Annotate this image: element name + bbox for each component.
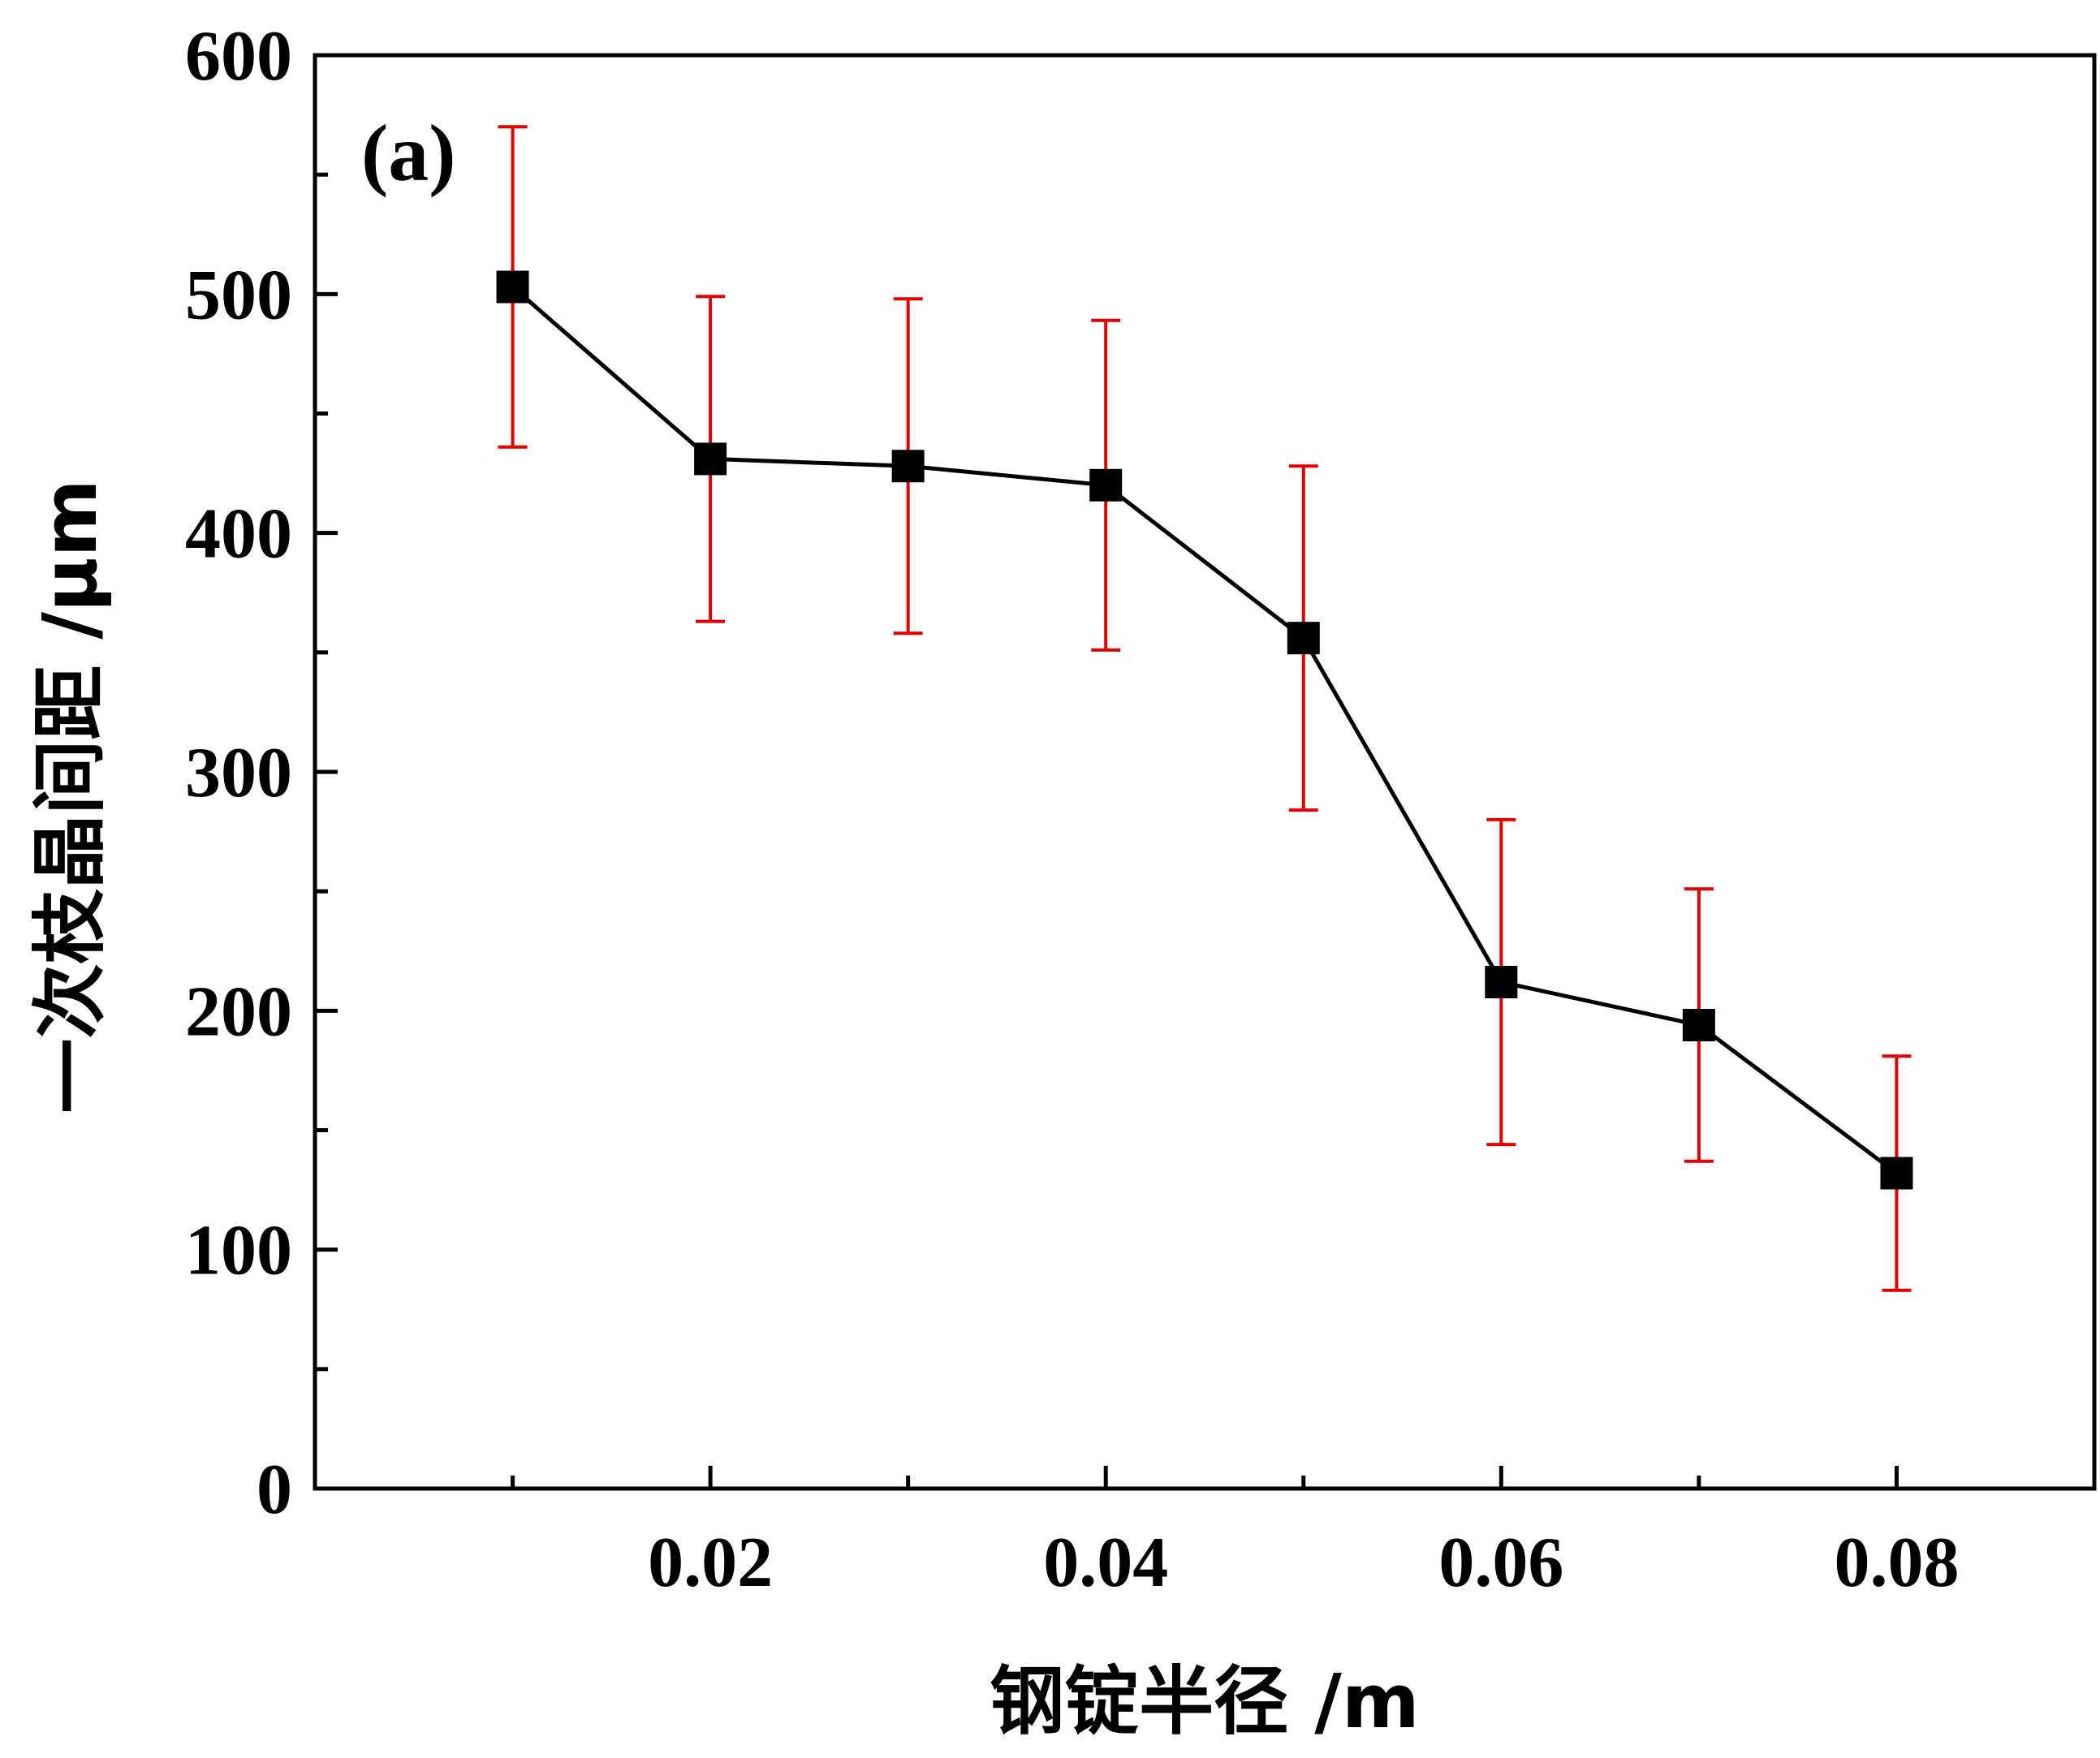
plot-frame bbox=[313, 53, 2097, 1491]
data-point-marker bbox=[1287, 622, 1320, 655]
data-point-marker bbox=[1089, 468, 1123, 502]
data-point-marker bbox=[891, 450, 925, 483]
x-tick-label: 0.06 bbox=[1438, 1523, 1563, 1602]
markers bbox=[496, 270, 1913, 1190]
series-line-path bbox=[511, 285, 1898, 1175]
y-axis-title: 一次枝晶间距 /μm bbox=[27, 479, 114, 1113]
x-axis-title: 钢锭半径 /m bbox=[990, 1658, 1420, 1745]
error-bars bbox=[498, 125, 1912, 1292]
data-point-marker bbox=[1682, 1008, 1715, 1041]
major-ticks bbox=[315, 53, 1899, 1489]
y-tick-label: 400 bbox=[185, 495, 292, 574]
x-tick-label: 0.08 bbox=[1834, 1523, 1959, 1602]
data-point-marker bbox=[694, 442, 727, 476]
data-point-marker bbox=[1880, 1157, 1913, 1190]
y-tick-label: 200 bbox=[185, 972, 292, 1051]
y-tick-label: 500 bbox=[185, 256, 292, 334]
x-tick-label: 0.02 bbox=[648, 1523, 773, 1602]
series-line bbox=[511, 285, 1898, 1175]
data-point-marker bbox=[496, 270, 529, 304]
y-tick-label: 0 bbox=[257, 1450, 292, 1529]
x-tick-labels: 0.02 0.04 0.06 0.08 bbox=[648, 1523, 1959, 1602]
x-tick-label: 0.04 bbox=[1043, 1523, 1168, 1602]
y-tick-label: 600 bbox=[185, 17, 292, 96]
y-tick-labels: 0 100 200 300 400 500 600 bbox=[185, 17, 292, 1529]
y-tick-label: 300 bbox=[185, 734, 292, 812]
panel-label: (a) bbox=[361, 108, 456, 198]
y-tick-label: 100 bbox=[185, 1212, 292, 1290]
data-point-marker bbox=[1485, 966, 1518, 999]
minor-ticks bbox=[315, 172, 1701, 1489]
